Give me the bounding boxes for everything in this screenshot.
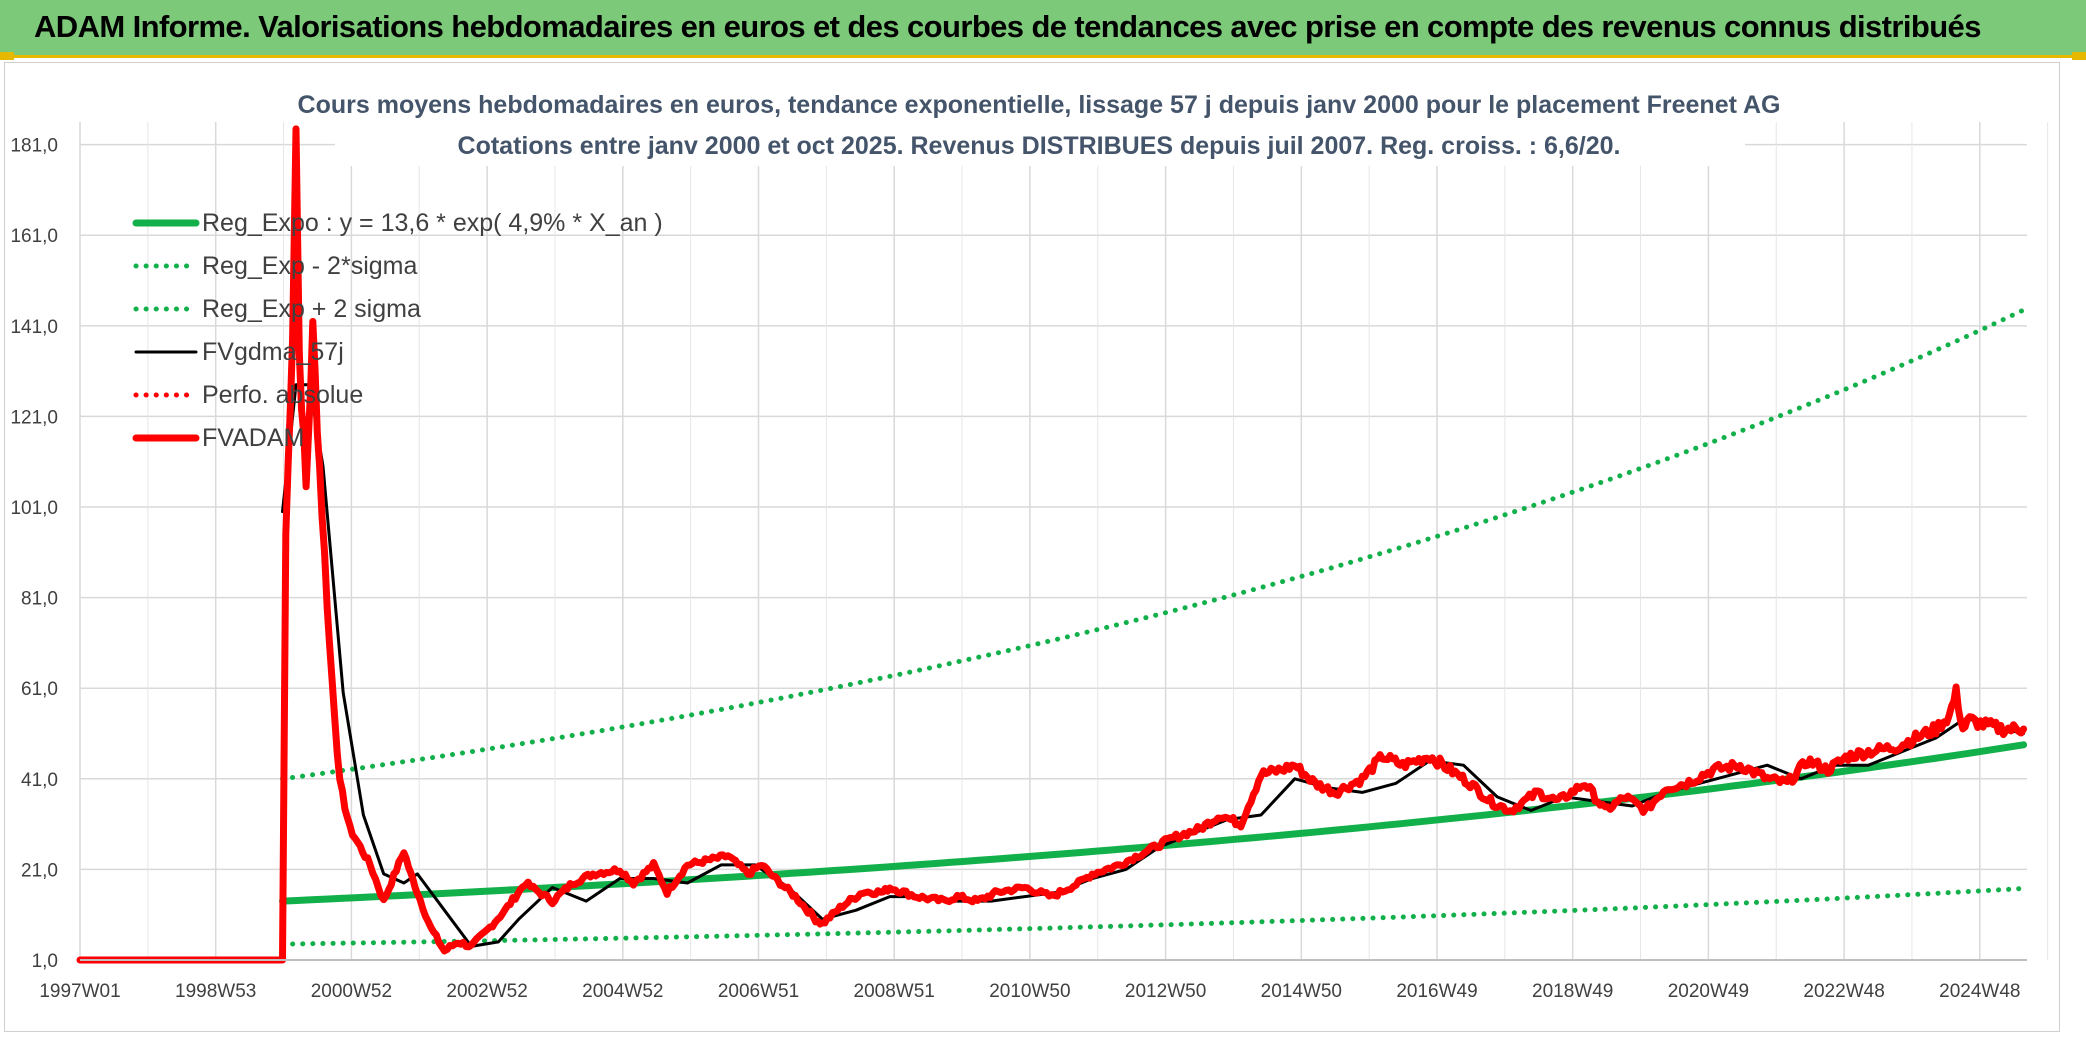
series-line-fvadam: [76, 125, 2028, 964]
legend-entry[interactable]: Reg_Exp - 2*sigma: [202, 252, 417, 280]
banner-corner-right: [2072, 52, 2086, 60]
y-tick-label: 81,0: [21, 589, 58, 610]
report-banner: ADAM Informe. Valorisations hebdomadaire…: [0, 0, 2086, 58]
grid-lines: [79, 122, 2049, 961]
legend-entry[interactable]: Perfo. absolue: [202, 381, 363, 409]
x-tick-label: 2010W50: [989, 981, 1070, 1002]
x-tick-label: 1998W53: [175, 981, 256, 1002]
x-tick-label: 2008W51: [854, 981, 935, 1002]
series-line-reg-exp-2-sigma: [280, 885, 2027, 947]
y-tick-label: 121,0: [10, 407, 58, 428]
legend[interactable]: Reg_Expo : y = 13,6 * exp( 4,9% * X_an )…: [132, 209, 663, 452]
x-tick-label: 2014W50: [1261, 981, 1342, 1002]
chart-title: Cours moyens hebdomadaires en euros, ten…: [298, 91, 1781, 119]
x-tick-label: 2006W51: [718, 981, 799, 1002]
y-tick-label: 181,0: [10, 136, 58, 157]
y-tick-label: 1,0: [32, 951, 58, 972]
x-tick-label: 2018W49: [1532, 981, 1613, 1002]
y-tick-label: 161,0: [10, 226, 58, 247]
series-line-fvgdma-57j: [281, 383, 2026, 948]
x-tick-label: 2002W52: [446, 981, 527, 1002]
y-tick-label: 61,0: [21, 679, 58, 700]
y-tick-label: 41,0: [21, 770, 58, 791]
x-axis: 1997W01 1998W53 2000W52 2002W52 2004W52 2006W…: [39, 959, 2027, 1002]
series-line-reg-expo-y-13-6-exp-4-9-x-an-: [279, 741, 2028, 905]
x-tick-label: 2000W52: [311, 981, 392, 1002]
y-tick-label: 101,0: [10, 498, 58, 519]
y-tick-label: 141,0: [10, 317, 58, 338]
legend-entry[interactable]: Reg_Exp + 2 sigma: [202, 295, 421, 323]
legend-entry[interactable]: FVADAM: [202, 424, 304, 452]
x-tick-label: 2016W49: [1396, 981, 1477, 1002]
series-line-reg-exp-2-sigma: [280, 307, 2027, 782]
title-backdrop: [335, 86, 1745, 166]
chart-subtitle: Cotations entre janv 2000 et oct 2025. R…: [458, 132, 1621, 160]
x-tick-label: 1997W01: [39, 981, 120, 1002]
x-tick-label: 2004W52: [582, 981, 663, 1002]
chart-frame: [4, 62, 2060, 1032]
x-tick-label: 2020W49: [1668, 981, 1749, 1002]
y-tick-label: 21,0: [21, 860, 58, 881]
y-axis: 1,0 21,0 41,0 61,0 81,0 101,0 121,0 141,0 161,0 1…: [10, 136, 58, 972]
legend-entry[interactable]: FVgdma_57j: [202, 338, 344, 366]
legend-entry[interactable]: Reg_Expo : y = 13,6 * exp( 4,9% * X_an ): [202, 209, 663, 237]
report-title: ADAM Informe. Valorisations hebdomadaire…: [34, 9, 1981, 44]
x-tick-label: 2012W50: [1125, 981, 1206, 1002]
x-tick-label: 2024W48: [1939, 981, 2020, 1002]
x-tick-label: 2022W48: [1803, 981, 1884, 1002]
banner-corner-left: [0, 52, 14, 60]
series-layer: [76, 125, 2028, 964]
